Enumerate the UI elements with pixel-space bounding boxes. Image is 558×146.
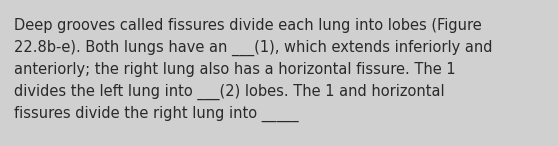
Text: 22.8b-e). Both lungs have an ___(1), which extends inferiorly and: 22.8b-e). Both lungs have an ___(1), whi…: [14, 40, 493, 56]
Text: divides the left lung into ___(2) lobes. The 1 and horizontal: divides the left lung into ___(2) lobes.…: [14, 84, 445, 100]
Text: Deep grooves called fissures divide each lung into lobes (Figure: Deep grooves called fissures divide each…: [14, 18, 482, 33]
Text: fissures divide the right lung into _____: fissures divide the right lung into ____…: [14, 106, 299, 122]
Text: anteriorly; the right lung also has a horizontal fissure. The 1: anteriorly; the right lung also has a ho…: [14, 62, 456, 77]
